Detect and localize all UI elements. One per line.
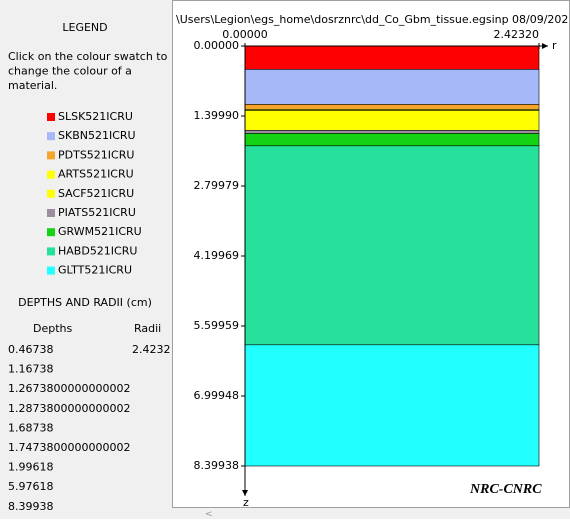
- depths-header: Depths: [33, 322, 73, 335]
- material-name: PIATS521ICRU: [58, 206, 136, 219]
- layer: [244, 130, 540, 134]
- logo: NRC-CNRC: [469, 482, 542, 497]
- radii-header: Radii: [134, 322, 161, 335]
- r-tick-label: 0.00000: [222, 28, 268, 41]
- scroll-arrow[interactable]: <: [205, 510, 213, 520]
- z-arrow: [242, 490, 248, 496]
- depth-value: 1.16738: [8, 363, 54, 376]
- layer: [244, 133, 540, 147]
- material-name: GLTT521ICRU: [58, 264, 132, 277]
- colour-swatch[interactable]: [47, 189, 55, 198]
- layer: [244, 110, 540, 131]
- z-tick-label: 1.39990: [194, 109, 240, 122]
- instruction: material.: [8, 79, 57, 92]
- z-tick-label: 5.59959: [194, 319, 240, 332]
- date: 08/09/202: [512, 13, 568, 26]
- depth-value: 1.2873800000000002: [8, 402, 130, 415]
- instruction: Click on the colour swatch to: [8, 50, 168, 63]
- z-tick-label: 4.19969: [194, 249, 240, 262]
- layer: [244, 69, 540, 105]
- colour-swatch[interactable]: [47, 151, 55, 160]
- depth-value: 1.68738: [8, 421, 54, 434]
- material-name: SLSK521ICRU: [58, 110, 133, 123]
- colour-swatch[interactable]: [47, 209, 55, 217]
- depth-value: 1.7473800000000002: [8, 441, 130, 454]
- scrollbar[interactable]: [172, 508, 570, 519]
- instruction: change the colour of a: [8, 65, 132, 78]
- legend-title: LEGEND: [62, 21, 107, 34]
- depth-value: 0.46738: [8, 343, 54, 356]
- colour-swatch[interactable]: [47, 132, 55, 141]
- dimensions-title: DEPTHS AND RADII (cm): [18, 296, 152, 309]
- z-tick-label: 0.00000: [194, 39, 240, 52]
- material-name: ARTS521ICRU: [58, 168, 134, 181]
- material-name: HABD521ICRU: [58, 244, 137, 257]
- layer: [244, 344, 540, 467]
- r-tick-label: 2.42320: [494, 28, 540, 41]
- layer: [244, 104, 540, 110]
- depth-value: 1.2673800000000002: [8, 382, 130, 395]
- colour-swatch[interactable]: [47, 170, 55, 179]
- layer: [244, 45, 540, 70]
- colour-swatch[interactable]: [47, 266, 55, 275]
- material-name: SKBN521ICRU: [58, 129, 136, 142]
- r-label: r: [552, 39, 557, 52]
- layer: [244, 145, 540, 346]
- z-label: z: [243, 496, 249, 509]
- z-tick-label: 6.99948: [194, 389, 240, 402]
- colour-swatch[interactable]: [47, 228, 55, 237]
- radius-value: 2.4232: [132, 343, 171, 356]
- file-path: \Users\Legion\egs_home\dosrznrc\dd_Co_Gb…: [176, 13, 509, 26]
- material-name: PDTS521ICRU: [58, 148, 134, 161]
- depth-value: 5.97618: [8, 480, 54, 493]
- colour-swatch[interactable]: [47, 247, 55, 256]
- r-arrow: [542, 43, 548, 49]
- colour-swatch[interactable]: [47, 113, 55, 121]
- depth-value: 1.99618: [8, 461, 54, 474]
- z-tick-label: 2.79979: [194, 179, 240, 192]
- material-name: GRWM521ICRU: [58, 225, 142, 238]
- z-tick-label: 8.39938: [194, 459, 240, 472]
- depth-value: 8.39938: [8, 500, 54, 513]
- material-name: SACF521ICRU: [58, 187, 134, 200]
